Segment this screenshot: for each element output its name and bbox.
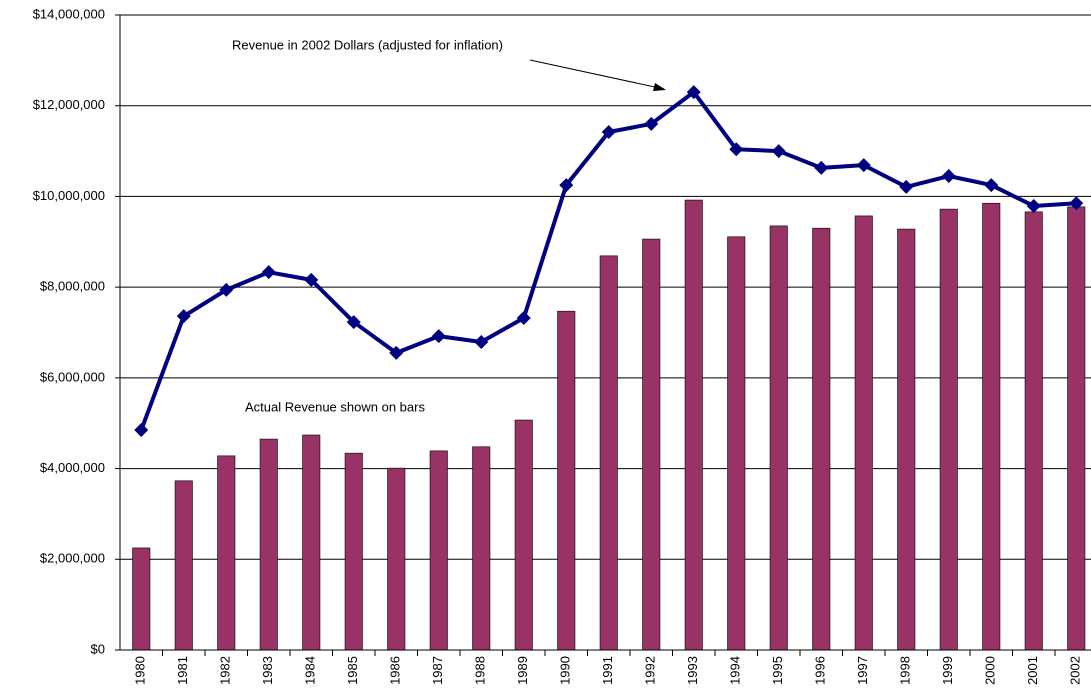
marker [686, 85, 701, 100]
x-tick-label: 1993 [685, 656, 700, 685]
bar [557, 310, 576, 651]
bar [939, 208, 958, 651]
annotation-arrow [529, 59, 665, 90]
bar [217, 455, 236, 651]
x-tick-label: 1992 [643, 656, 658, 685]
bar [344, 452, 363, 651]
bar [1024, 211, 1043, 651]
marker [899, 179, 914, 194]
x-tick-label: 1987 [430, 656, 445, 685]
bar [727, 236, 746, 651]
marker [134, 423, 149, 438]
bar [812, 227, 831, 651]
x-tick-label: 1985 [345, 656, 360, 685]
bar [259, 438, 278, 651]
bar [854, 215, 873, 651]
marker [219, 282, 234, 297]
y-tick-label: $12,000,000 [33, 97, 105, 112]
marker [176, 309, 191, 324]
x-tick-label: 1995 [770, 656, 785, 685]
marker [984, 178, 999, 193]
marker [346, 315, 361, 330]
bar [897, 228, 916, 651]
x-tick-label: 1997 [855, 656, 870, 685]
marker [941, 169, 956, 184]
marker [431, 329, 446, 344]
bar [599, 255, 618, 651]
bar [514, 419, 533, 651]
bar [684, 199, 703, 651]
y-tick-label: $14,000,000 [33, 6, 105, 21]
x-tick-label: 1986 [388, 656, 403, 685]
bar [982, 202, 1001, 651]
bar [387, 467, 406, 651]
marker [856, 158, 871, 173]
bar [642, 238, 661, 651]
x-tick-label: 1982 [218, 656, 233, 685]
x-tick-label: 2000 [983, 656, 998, 685]
marker [559, 178, 574, 193]
marker [261, 265, 276, 280]
x-tick-label: 1983 [260, 656, 275, 685]
marker [729, 142, 744, 157]
x-tick-label: 1991 [600, 656, 615, 685]
annotation-arrowhead [653, 83, 666, 91]
marker [601, 125, 616, 140]
x-tick-label: 2002 [1068, 656, 1083, 685]
marker [304, 272, 319, 287]
bar [472, 446, 491, 651]
marker [814, 160, 829, 175]
y-tick-label: $4,000,000 [40, 460, 105, 475]
x-tick-label: 1996 [813, 656, 828, 685]
marker [516, 310, 531, 325]
x-tick-label: 1984 [303, 656, 318, 685]
bar [132, 547, 151, 651]
x-tick-label: 2001 [1025, 656, 1040, 685]
bar [302, 434, 321, 651]
marker [1026, 198, 1041, 213]
marker [771, 144, 786, 159]
marker [1069, 196, 1084, 211]
marker [474, 335, 489, 350]
x-tick-label: 1990 [558, 656, 573, 685]
y-tick-label: $8,000,000 [40, 279, 105, 294]
x-tick-label: 1989 [515, 656, 530, 685]
y-tick-label: $6,000,000 [40, 369, 105, 384]
bar [174, 480, 193, 651]
x-tick-label: 1998 [898, 656, 913, 685]
x-tick-label: 1988 [473, 656, 488, 685]
y-tick-label: $10,000,000 [33, 188, 105, 203]
annotation: Revenue in 2002 Dollars (adjusted for in… [232, 37, 503, 52]
x-tick-label: 1994 [728, 656, 743, 685]
annotation: Actual Revenue shown on bars [245, 399, 425, 414]
bar [769, 225, 788, 651]
x-tick-label: 1981 [175, 656, 190, 685]
marker [644, 116, 659, 131]
x-tick-label: 1980 [133, 656, 148, 685]
marker [389, 345, 404, 360]
x-tick-label: 1999 [940, 656, 955, 685]
y-tick-label: $0 [91, 641, 105, 656]
y-tick-label: $2,000,000 [40, 551, 105, 566]
bar [429, 450, 448, 651]
bar [1067, 206, 1086, 651]
